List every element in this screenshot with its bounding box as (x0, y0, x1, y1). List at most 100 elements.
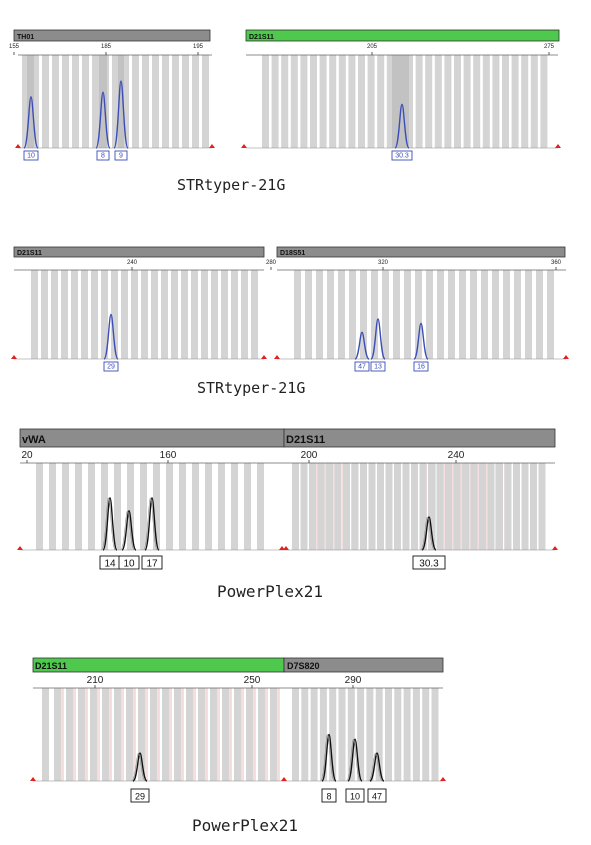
allele-bin (521, 55, 529, 148)
locus-bar (32, 657, 285, 673)
allele-bin (492, 55, 500, 148)
allele-bin (536, 270, 543, 359)
allele-label: 10 (350, 792, 360, 802)
locus-bar (276, 246, 566, 258)
allele-bin-pink (96, 688, 100, 781)
x-tick-label: 240 (127, 260, 138, 266)
allele-bin (172, 55, 179, 148)
allele-bin (244, 463, 251, 550)
allele-bin (481, 270, 488, 359)
electropherogram-1: TH01 D21S11 155 185 195 205 275 10 8 9 30.3 (9, 29, 561, 161)
allele-bin-pink (84, 688, 88, 781)
allele-bin (234, 688, 241, 781)
electropherogram-2: D21S11 D18S51 240 280 320 360 29 47 13 16 (11, 246, 569, 372)
electropherogram-4: D21S11 D7S820 210 250 290 29 8 10 47 (30, 657, 446, 803)
allele-bin (394, 688, 402, 781)
locus-label: D21S11 (249, 34, 274, 41)
allele-bin (52, 55, 59, 148)
allele-bin (473, 55, 481, 148)
peak-trace (143, 497, 158, 551)
allele-bin (92, 55, 99, 148)
allele-bin (51, 270, 58, 359)
allele-bin (191, 270, 198, 359)
x-tick-label: 290 (345, 675, 362, 686)
peak-trace (394, 103, 410, 149)
locus-bar (19, 428, 285, 448)
allele-bin (192, 463, 199, 550)
peak-trace (101, 497, 116, 551)
allele-bin (511, 55, 519, 148)
allele-bin (368, 463, 376, 550)
peak-trace (347, 738, 363, 782)
allele-bin (348, 55, 356, 148)
allele-bin-pink (180, 688, 184, 781)
allele-bin (231, 270, 238, 359)
allele-label-box (391, 150, 413, 161)
x-tick-label: 250 (244, 675, 261, 686)
allele-label-box (370, 361, 386, 372)
allele-bin (241, 270, 248, 359)
red-marker (17, 546, 23, 550)
allele-bin (262, 55, 269, 148)
locus-label: D21S11 (17, 250, 42, 257)
allele-bin (82, 55, 89, 148)
allele-label-box (345, 788, 365, 803)
allele-bin (316, 270, 323, 359)
allele-bin-pink (276, 688, 280, 781)
allele-bin (503, 270, 510, 359)
allele-bin (32, 55, 39, 148)
allele-bin (192, 55, 199, 148)
allele-bin (270, 688, 277, 781)
allele-bin-pink (216, 688, 220, 781)
allele-bin (444, 55, 452, 148)
allele-bin (385, 463, 393, 550)
allele-bin (530, 463, 537, 550)
x-tick-label: 360 (551, 260, 562, 266)
allele-label-box (114, 150, 128, 161)
locus-label: D21S11 (286, 434, 325, 446)
locus-label: D21S11 (35, 661, 67, 671)
allele-bin (402, 463, 410, 550)
allele-bin (482, 55, 490, 148)
allele-bin (101, 270, 108, 359)
allele-bin (470, 463, 478, 550)
electropherogram-panel-2: D21S11 D18S51 240 280 320 360 29 47 13 16 STRtype… (0, 244, 591, 414)
allele-bin (161, 270, 168, 359)
allele-bin (434, 55, 442, 148)
allele-bin (300, 463, 308, 550)
allele-bin (338, 270, 345, 359)
allele-label: 13 (374, 364, 382, 371)
peak-trace (320, 734, 335, 782)
allele-bin-pink (240, 688, 244, 781)
x-tick-label: 280 (266, 260, 277, 266)
allele-bin (329, 55, 337, 148)
allele-bin (382, 270, 389, 359)
allele-label-box (103, 361, 119, 372)
allele-bin (292, 688, 299, 781)
allele-bin (431, 688, 439, 781)
allele-label: 8 (101, 153, 105, 160)
allele-bin (393, 270, 400, 359)
allele-bin (49, 463, 56, 550)
allele-bin (114, 688, 121, 781)
allele-bin (360, 270, 367, 359)
allele-bin (290, 55, 298, 148)
locus-bar (13, 29, 211, 42)
allele-bin (112, 55, 119, 148)
allele-bin (338, 55, 346, 148)
allele-bin (78, 688, 85, 781)
x-tick-label: 195 (193, 44, 204, 50)
allele-bin (367, 55, 375, 148)
peak-trace (370, 318, 386, 360)
allele-bin (211, 270, 218, 359)
allele-bin (111, 270, 118, 359)
allele-label-box (130, 788, 150, 803)
allele-bin (231, 463, 238, 550)
peak-trace (103, 313, 119, 360)
allele-bin-pink (459, 463, 463, 550)
electropherogram-panel-1: TH01 D21S11 155 185 195 205 275 10 8 9 30.3 STRtyp… (0, 0, 591, 200)
allele-bin (41, 270, 48, 359)
allele-bin (319, 55, 327, 148)
allele-bin-pink (315, 463, 319, 550)
allele-bin (142, 55, 149, 148)
